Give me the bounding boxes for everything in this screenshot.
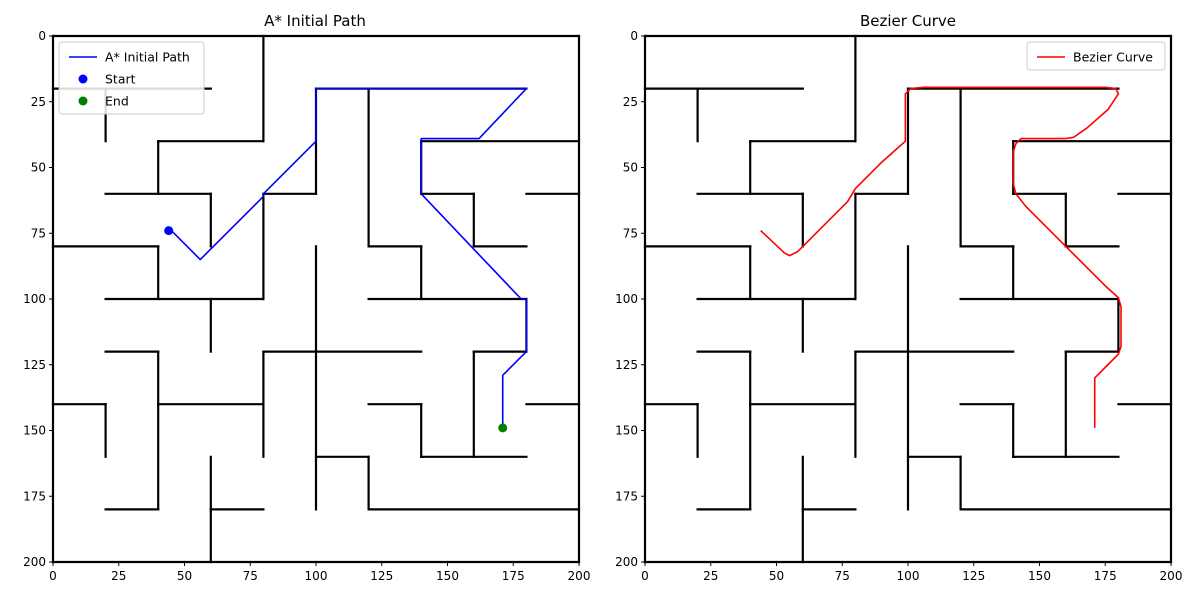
- series-line: [760, 86, 1122, 428]
- x-tick-label: 200: [1160, 569, 1183, 583]
- x-tick-label: 25: [703, 569, 718, 583]
- y-tick-label: 125: [615, 358, 638, 372]
- y-tick-label: 100: [615, 292, 638, 306]
- y-tick-label: 175: [615, 489, 638, 503]
- x-tick-label: 0: [641, 569, 649, 583]
- x-tick-label: 50: [177, 569, 192, 583]
- legend-point-marker: [78, 74, 88, 84]
- legend-label: End: [105, 94, 129, 109]
- y-tick-label: 150: [23, 424, 46, 438]
- panel-title: Bezier Curve: [860, 12, 956, 30]
- y-tick-label: 100: [23, 292, 46, 306]
- x-tick-label: 75: [243, 569, 258, 583]
- x-tick-label: 0: [49, 569, 57, 583]
- scatter-point: [164, 226, 174, 236]
- y-tick-label: 25: [31, 95, 46, 109]
- y-tick-label: 125: [23, 358, 46, 372]
- y-tick-label: 0: [630, 29, 638, 43]
- legend: Bezier Curve: [1026, 41, 1166, 71]
- y-tick-label: 200: [23, 555, 46, 569]
- x-tick-label: 150: [1028, 569, 1051, 583]
- y-tick-label: 150: [615, 424, 638, 438]
- series-line: [168, 87, 528, 428]
- panel-title: A* Initial Path: [264, 12, 366, 30]
- y-tick-label: 200: [615, 555, 638, 569]
- legend: A* Initial Path Start End: [58, 41, 205, 115]
- y-tick-label: 0: [38, 29, 46, 43]
- x-tick-label: 25: [111, 569, 126, 583]
- legend-label: Bezier Curve: [1073, 50, 1153, 65]
- y-tick-label: 75: [31, 226, 46, 240]
- x-tick-label: 100: [897, 569, 920, 583]
- y-tick-label: 50: [31, 161, 46, 175]
- y-tick-label: 175: [23, 489, 46, 503]
- y-tick-label: 50: [623, 161, 638, 175]
- x-tick-label: 200: [568, 569, 591, 583]
- x-tick-label: 100: [305, 569, 328, 583]
- legend-box: [1026, 41, 1166, 71]
- scatter-point: [498, 423, 508, 433]
- x-tick-label: 75: [835, 569, 850, 583]
- x-tick-label: 50: [769, 569, 784, 583]
- legend-box: [58, 41, 205, 115]
- x-tick-label: 175: [502, 569, 525, 583]
- legend-label: A* Initial Path: [105, 50, 190, 65]
- x-tick-label: 150: [436, 569, 459, 583]
- x-tick-label: 125: [370, 569, 393, 583]
- panel-bezier: Bezier Curve 0 25 50 75 100 125 150 175 20002550…: [615, 12, 1182, 583]
- x-tick-label: 125: [962, 569, 985, 583]
- y-tick-label: 75: [623, 226, 638, 240]
- y-tick-label: 25: [623, 95, 638, 109]
- x-tick-label: 175: [1094, 569, 1117, 583]
- panel-astar: A* Initial Path 0 25 50 75 100 125 150 175 20002…: [23, 12, 590, 583]
- legend-point-marker: [78, 96, 88, 106]
- legend-label: Start: [105, 72, 136, 87]
